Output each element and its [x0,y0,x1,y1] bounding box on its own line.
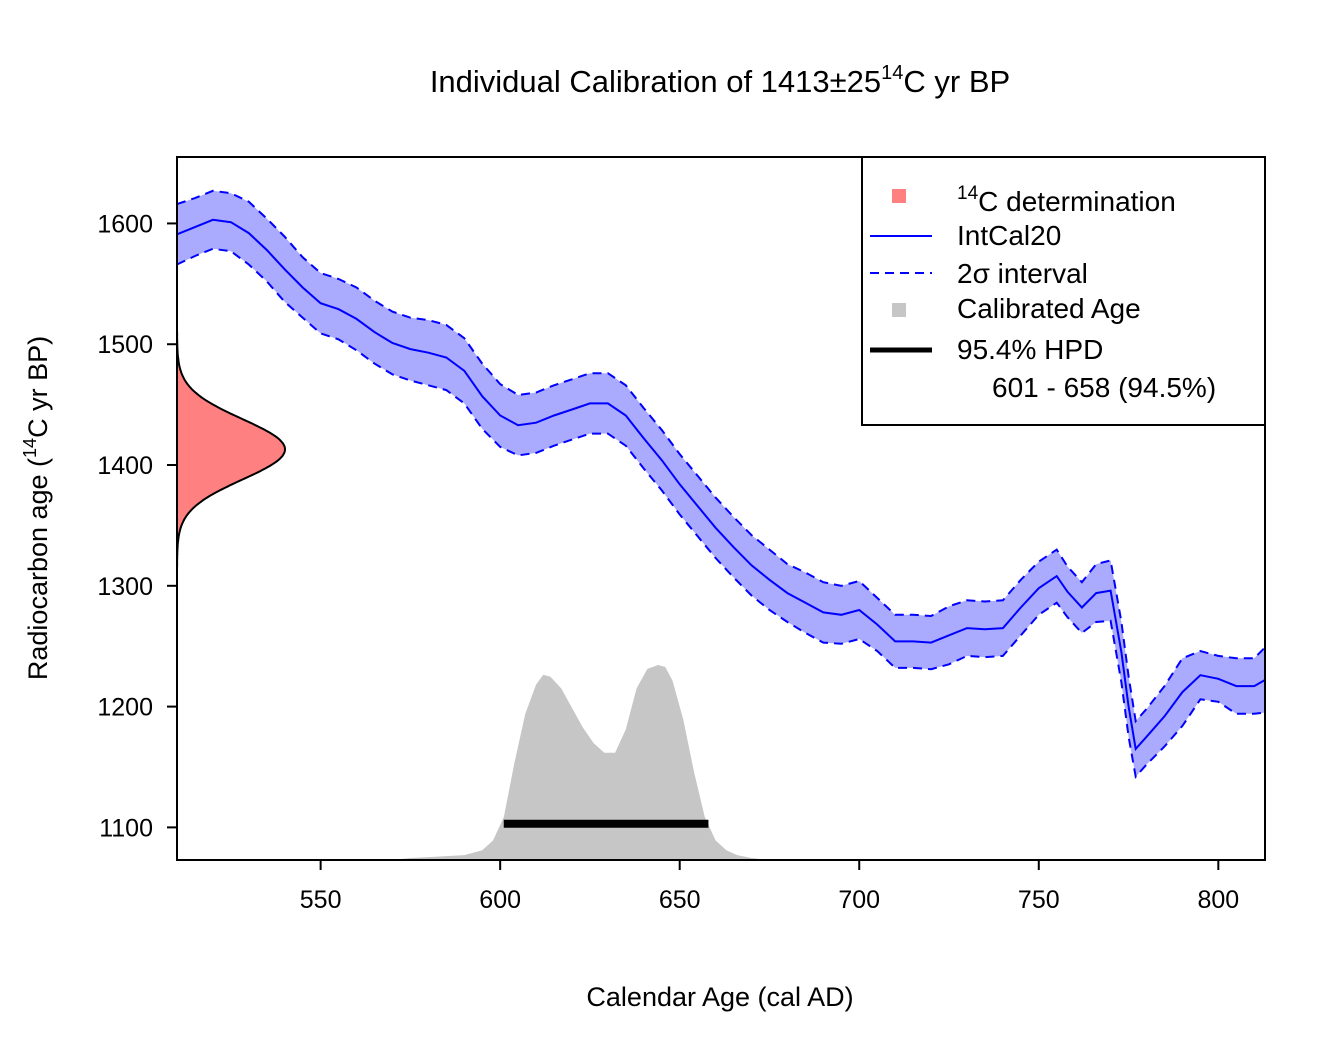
legend-hpd-range: 601 - 658 (94.5%) [992,372,1216,403]
chart-title-superscript: 14 [881,62,903,84]
intcal-2sigma-band [177,190,1265,777]
x-tick-label: 650 [659,886,701,914]
y-axis-title-pre: Radiocarbon age ( [23,458,53,680]
calibrated-age-density [392,665,770,860]
legend-calibrated-label: Calibrated Age [957,293,1141,324]
x-tick-label: 550 [300,886,342,914]
chart-title-main: Individual Calibration of 1413±25 [430,64,881,99]
x-tick-label: 600 [479,886,521,914]
y-axis-title-post: C yr BP) [23,336,53,438]
y-tick-label: 1400 [97,452,153,480]
legend-interval-label: 2σ interval [957,258,1088,289]
legend: 14C determination IntCal20 2σ interval C… [861,156,1266,426]
plot-area [177,189,1265,860]
legend-determination-text: C determination [978,186,1176,217]
x-tick-label: 700 [838,886,880,914]
x-tick-label: 750 [1018,886,1060,914]
legend-determination-superscript: 14 [957,183,979,204]
chart-title-tail: C yr BP [903,64,1010,99]
y-axis-title: Radiocarbon age (14C yr BP) [20,336,53,680]
plot-frame [176,156,1266,861]
legend-determination-label: 14C determination [957,183,1176,217]
y-tick-label: 1500 [97,331,153,359]
y-tick-label: 1100 [99,814,153,842]
x-tick-label: 800 [1197,886,1239,914]
intcal20-mean-line [177,218,1265,752]
intcal-lower-2sigma-line [177,247,1265,779]
y-tick-label: 1300 [97,573,153,601]
y-axis: 1100 1200 1300 1400 1500 1600 [97,210,177,842]
determination-density-fill [177,328,285,571]
y-tick-label: 1600 [97,210,153,238]
legend-hpd-label: 95.4% HPD [957,334,1103,365]
y-axis-title-superscript: 14 [20,438,40,458]
x-axis: 550 600 650 700 750 800 [300,860,1239,914]
intcal-upper-2sigma-line [177,189,1265,724]
legend-determination-swatch [892,189,906,203]
legend-calibrated-swatch [892,303,906,317]
chart-title: Individual Calibration of 1413±2514C yr … [430,62,1010,99]
legend-intcal-label: IntCal20 [957,220,1061,251]
x-axis-title: Calendar Age (cal AD) [586,982,853,1012]
legend-box [861,156,1266,426]
y-tick-label: 1200 [97,694,153,722]
determination-density-outline [177,328,287,571]
